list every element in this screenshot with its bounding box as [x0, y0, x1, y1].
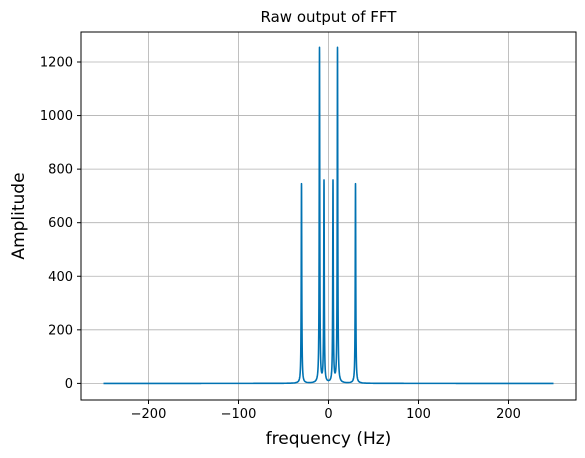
fft-series-line: [103, 46, 554, 385]
x-tick-label: −100: [221, 407, 257, 422]
x-tick-label: 0: [324, 407, 332, 422]
x-tick-label: −200: [131, 407, 167, 422]
y-tick-label: 0: [65, 377, 73, 392]
series-group: [103, 46, 554, 385]
y-axis: 0 200 400 600 800 1000 1200: [40, 55, 81, 392]
y-tick-label: 600: [48, 216, 73, 231]
chart-title: Raw output of FFT: [261, 8, 398, 26]
grid: [81, 32, 576, 400]
x-tick-label: 100: [406, 407, 431, 422]
x-axis: −200 −100 0 100 200: [131, 400, 521, 422]
y-tick-label: 1200: [40, 55, 73, 70]
y-tick-label: 200: [48, 323, 73, 338]
x-tick-label: 200: [496, 407, 521, 422]
y-tick-label: 800: [48, 163, 73, 178]
y-tick-label: 400: [48, 270, 73, 285]
y-tick-label: 1000: [40, 109, 73, 124]
x-axis-label: frequency (Hz): [266, 429, 392, 449]
y-axis-label: Amplitude: [9, 172, 29, 259]
